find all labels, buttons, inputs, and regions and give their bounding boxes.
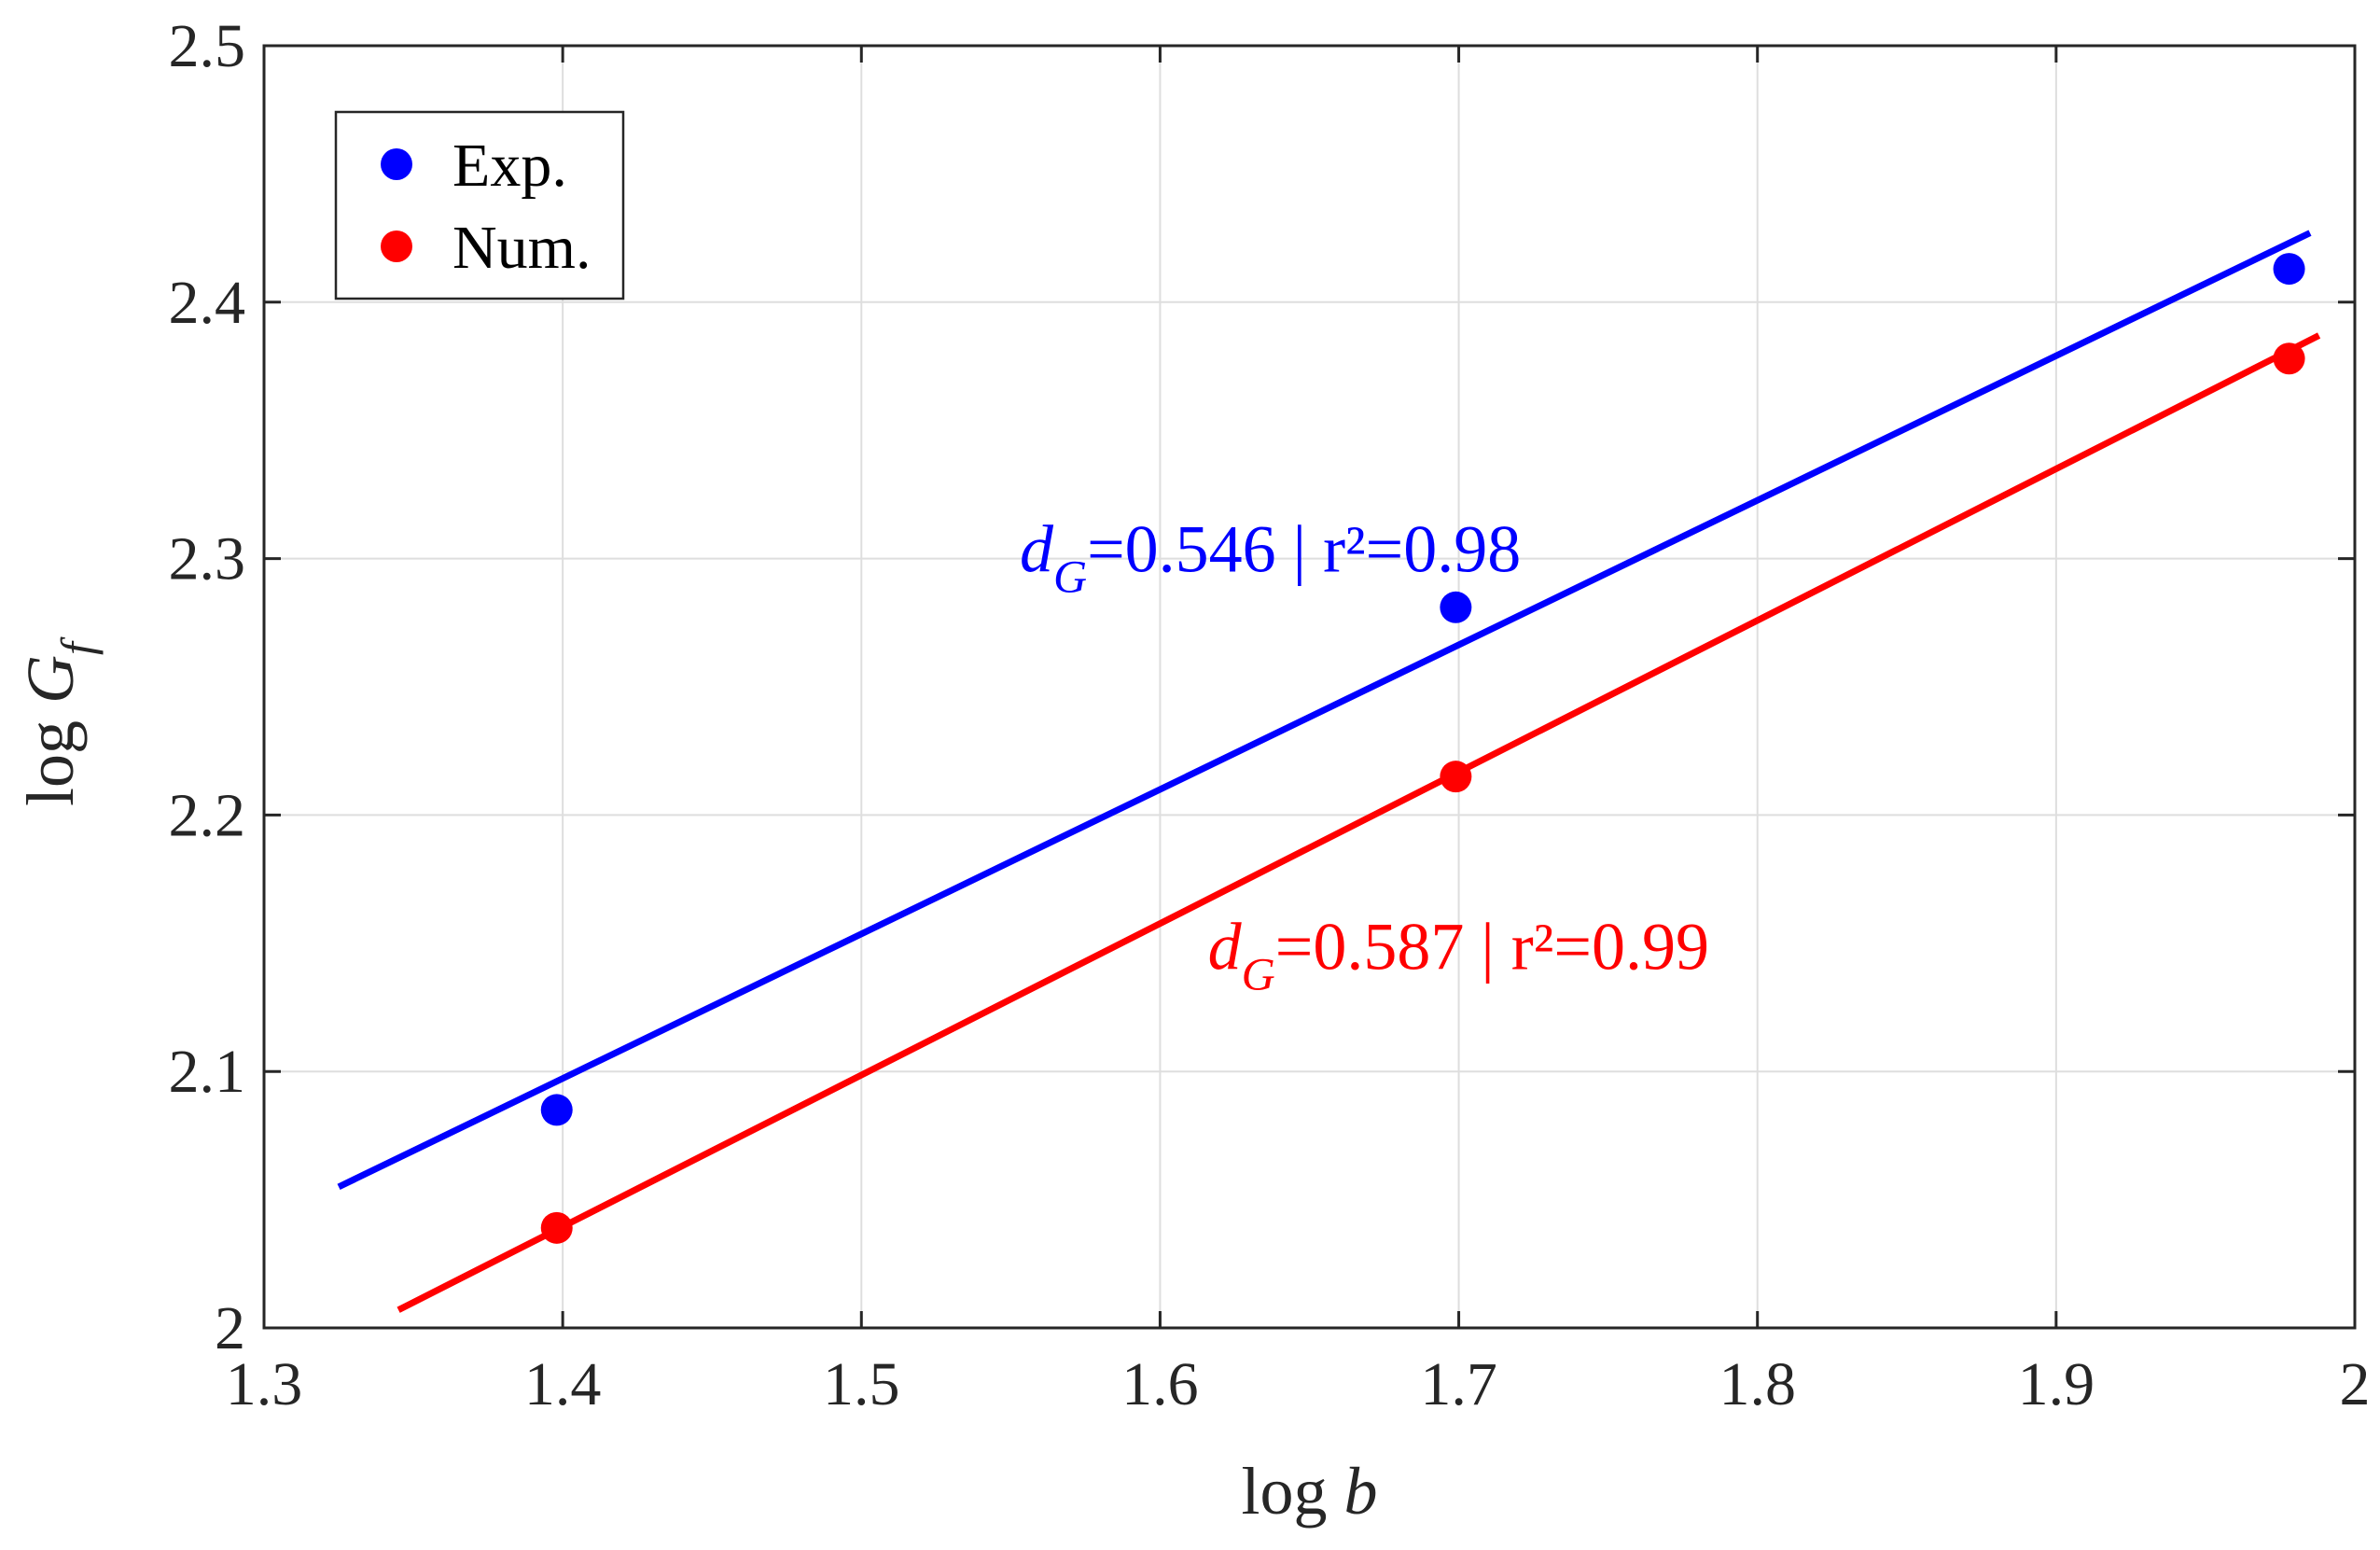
fit-line-num bbox=[397, 332, 2321, 1313]
y-tick-label: 2 bbox=[215, 1294, 245, 1362]
fit-annotation-subscript: G bbox=[1242, 947, 1275, 999]
legend-marker bbox=[381, 230, 412, 262]
x-tick-label: 1.4 bbox=[524, 1350, 602, 1418]
y-tick-labels: 2 2.1 2.2 2.3 2.4 2.5 bbox=[169, 12, 246, 1362]
fit-annotation-symbol: d bbox=[1020, 511, 1054, 586]
legend: Exp. Num. bbox=[334, 110, 625, 300]
x-tick-label: 2 bbox=[2340, 1350, 2371, 1418]
x-tick-label: 1.7 bbox=[1420, 1350, 1497, 1418]
x-tick-label: 1.9 bbox=[2018, 1350, 2095, 1418]
legend-box bbox=[334, 110, 625, 300]
fit-annotation-value: =0.587 | r²=0.99 bbox=[1275, 909, 1709, 984]
fit-annotation-subscript: G bbox=[1053, 550, 1087, 602]
point-exp bbox=[540, 1094, 573, 1126]
x-axis-label-prefix: log bbox=[1241, 1454, 1343, 1529]
point-num bbox=[2273, 342, 2305, 375]
y-tick-label: 2.5 bbox=[169, 12, 246, 80]
x-tick-label: 1.8 bbox=[1719, 1350, 1796, 1418]
y-tick-label: 2.2 bbox=[169, 781, 246, 849]
y-tick-label: 2.1 bbox=[169, 1038, 246, 1106]
axes-box bbox=[262, 44, 2357, 1330]
y-axis-label-prefix: log bbox=[13, 704, 88, 806]
point-exp bbox=[1440, 591, 1472, 623]
tick-marks bbox=[262, 44, 2357, 1330]
fit-annotation-value: =0.546 | r²=0.98 bbox=[1087, 511, 1521, 586]
fit-annotation-num: dG=0.587 | r²=0.99 bbox=[1208, 909, 1709, 999]
point-num bbox=[540, 1211, 573, 1244]
y-tick-label: 2.4 bbox=[169, 269, 246, 337]
x-tick-label: 1.3 bbox=[226, 1350, 303, 1418]
y-axis-label-var: G bbox=[13, 655, 88, 704]
fit-annotation-symbol: d bbox=[1208, 909, 1243, 984]
legend-marker bbox=[381, 148, 412, 180]
x-axis-label: log b bbox=[1241, 1454, 1377, 1529]
fit-line-exp bbox=[337, 230, 2312, 1191]
x-tick-labels: 1.3 1.4 1.5 1.6 1.7 1.8 1.9 2 bbox=[226, 1350, 2371, 1418]
fit-lines bbox=[337, 230, 2321, 1313]
y-tick-label: 2.3 bbox=[169, 525, 246, 593]
fit-annotation-exp: dG=0.546 | r²=0.98 bbox=[1020, 511, 1521, 602]
legend-label: Exp. bbox=[452, 132, 567, 200]
point-exp bbox=[2273, 253, 2305, 286]
x-axis-label-var: b bbox=[1344, 1454, 1378, 1529]
x-tick-label: 1.6 bbox=[1121, 1350, 1199, 1418]
point-num bbox=[1440, 761, 1472, 793]
data-points bbox=[540, 253, 2305, 1244]
x-tick-label: 1.5 bbox=[823, 1350, 900, 1418]
legend-label: Num. bbox=[452, 214, 592, 282]
